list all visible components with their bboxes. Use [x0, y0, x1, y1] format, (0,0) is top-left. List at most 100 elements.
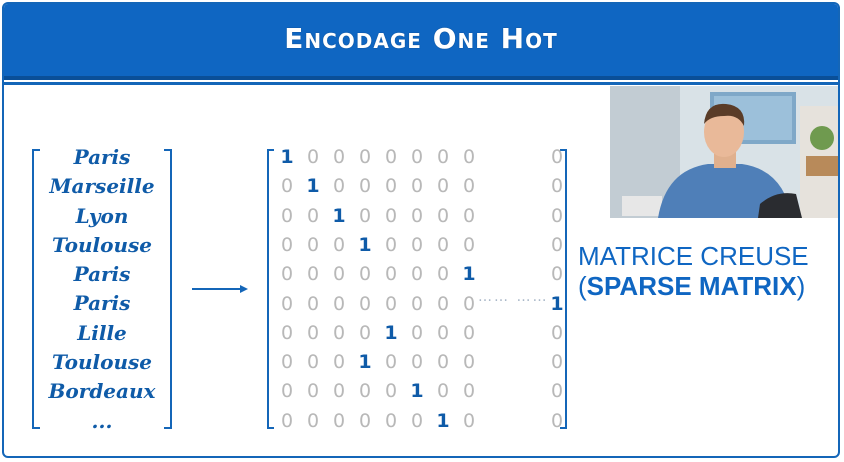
matrix-cell-zero: 0 — [332, 321, 346, 344]
matrix-cell-zero: 0 — [550, 175, 564, 198]
matrix-cell-zero: 0 — [550, 146, 564, 168]
matrix-cell-zero: 0 — [384, 146, 398, 168]
matrix-cell-zero: 0 — [462, 409, 476, 432]
matrix-cell-zero: 0 — [306, 409, 320, 432]
matrix-cell-zero: 0 — [280, 321, 294, 344]
left-bracket — [32, 149, 40, 429]
matrix-cell-zero: 0 — [410, 175, 424, 198]
matrix-cell-zero: 0 — [436, 175, 450, 198]
matrix-cell-one: 1 — [358, 233, 372, 256]
presenter-video — [610, 86, 838, 218]
city-item: Paris — [73, 262, 131, 287]
matrix-ellipsis: …… …… — [478, 289, 549, 305]
matrix-cell-zero: 0 — [306, 351, 320, 374]
matrix-left-bracket — [267, 149, 274, 429]
matrix-cell-zero: 0 — [462, 146, 476, 168]
matrix-cell-zero: 0 — [280, 292, 294, 315]
matrix-cell-zero: 0 — [462, 204, 476, 227]
right-bracket — [164, 149, 172, 429]
matrix-cell-zero: 0 — [358, 409, 372, 432]
matrix-cell-one: 1 — [550, 292, 564, 315]
matrix-cell-zero: 0 — [410, 146, 424, 168]
matrix-cell-zero: 0 — [280, 351, 294, 374]
matrix-cell-zero: 0 — [550, 263, 564, 286]
matrix-cell-one: 1 — [436, 409, 450, 432]
matrix-cell-zero: 0 — [358, 321, 372, 344]
matrix-cell-zero: 0 — [306, 204, 320, 227]
matrix-cell-zero: 0 — [306, 233, 320, 256]
matrix-right-bracket — [560, 149, 567, 429]
matrix-cell-zero: 0 — [436, 233, 450, 256]
matrix-cell-zero: 0 — [384, 292, 398, 315]
matrix-cell-one: 1 — [358, 351, 372, 374]
matrix-cell-zero: 0 — [280, 204, 294, 227]
matrix-cell-one: 1 — [410, 380, 424, 403]
matrix-cell-zero: 0 — [436, 321, 450, 344]
matrix-cell-zero: 0 — [384, 409, 398, 432]
matrix-cell-zero: 0 — [358, 263, 372, 286]
matrix-cell-zero: 0 — [384, 380, 398, 403]
matrix-cell-zero: 0 — [384, 351, 398, 374]
sparse-matrix-caption: MATRICE CREUSE (SPARSE MATRIX) — [578, 241, 838, 301]
matrix-cell-zero: 0 — [306, 263, 320, 286]
matrix-cell-zero: 0 — [436, 146, 450, 168]
matrix-cell-zero: 0 — [358, 175, 372, 198]
matrix-cell-zero: 0 — [280, 380, 294, 403]
matrix-cell-zero: 0 — [306, 380, 320, 403]
city-item: Lyon — [75, 203, 129, 228]
matrix-cell-zero: 0 — [462, 233, 476, 256]
matrix-cell-zero: 0 — [462, 380, 476, 403]
matrix-cell-zero: 0 — [410, 321, 424, 344]
city-item: Marseille — [49, 174, 155, 199]
matrix-cell-zero: 0 — [550, 351, 564, 374]
matrix-cell-zero: 0 — [410, 263, 424, 286]
city-item: Bordeaux — [48, 379, 156, 404]
matrix-cell-zero: 0 — [436, 204, 450, 227]
matrix-cell-zero: 0 — [306, 292, 320, 315]
matrix-cell-zero: 0 — [332, 292, 346, 315]
right-arrow-icon — [192, 285, 248, 293]
caption-bold: SPARSE MATRIX — [586, 271, 797, 301]
matrix-cell-zero: 0 — [306, 146, 320, 168]
matrix-cell-zero: 0 — [550, 233, 564, 256]
matrix-cell-zero: 0 — [550, 204, 564, 227]
matrix-cell-zero: 0 — [332, 351, 346, 374]
matrix-cell-zero: 0 — [436, 380, 450, 403]
matrix-cell-zero: 0 — [550, 321, 564, 344]
matrix-cell-one: 1 — [384, 321, 398, 344]
matrix-cell-zero: 0 — [462, 175, 476, 198]
matrix-cell-zero: 0 — [462, 351, 476, 374]
matrix-cell-zero: 0 — [332, 380, 346, 403]
matrix-cell-zero: 0 — [384, 175, 398, 198]
matrix-cell-zero: 0 — [280, 409, 294, 432]
matrix-cell-zero: 0 — [358, 146, 372, 168]
matrix-cell-zero: 0 — [332, 409, 346, 432]
title-bar: Encodage One Hot — [4, 4, 838, 85]
matrix-cell-zero: 0 — [280, 263, 294, 286]
city-item: Lille — [77, 320, 127, 345]
presenter-image — [610, 86, 838, 218]
matrix-cell-zero: 0 — [332, 175, 346, 198]
city-item: Paris — [73, 145, 131, 169]
matrix-cell-one: 1 — [306, 175, 320, 198]
matrix-cell-zero: 0 — [462, 292, 476, 315]
matrix-cell-zero: 0 — [436, 263, 450, 286]
matrix-cell-zero: 0 — [436, 292, 450, 315]
city-list: Paris Marseille Lyon Toulouse Paris Pari… — [32, 145, 172, 433]
slide-frame: Encodage One Hot Paris Marseille Lyon To… — [2, 2, 840, 458]
matrix-cell-zero: 0 — [332, 233, 346, 256]
matrix-cell-zero: 0 — [358, 380, 372, 403]
caption-line-1: MATRICE CREUSE — [578, 241, 809, 271]
matrix-cell-zero: 0 — [332, 146, 346, 168]
matrix-cell-zero: 0 — [384, 233, 398, 256]
caption-open-paren: ( — [578, 271, 587, 301]
matrix-cell-zero: 0 — [384, 263, 398, 286]
matrix-cell-zero: 0 — [384, 204, 398, 227]
